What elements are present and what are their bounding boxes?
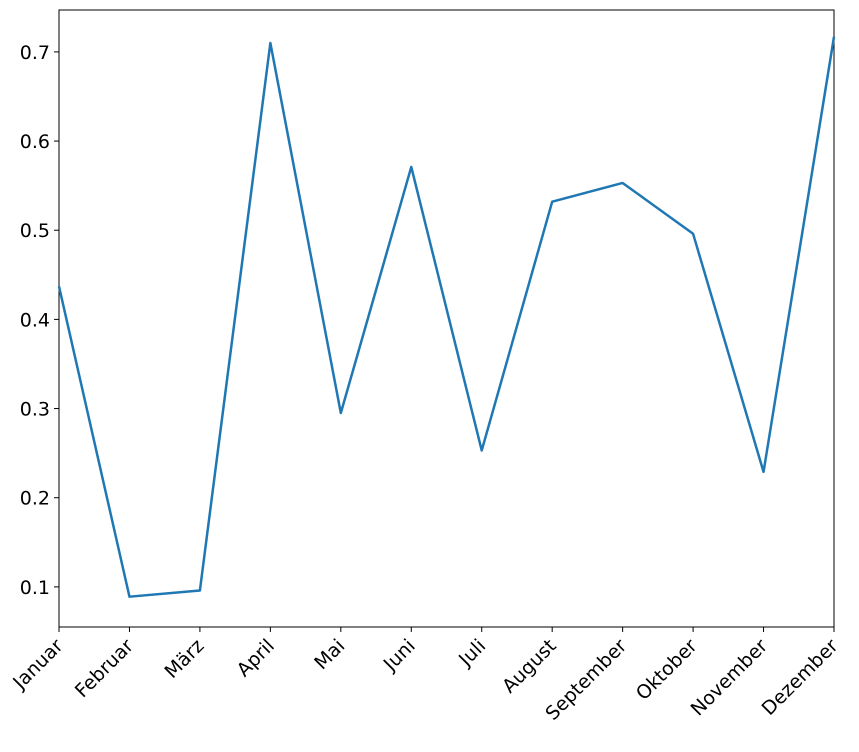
y-tick-label: 0.1 [20,577,50,599]
x-tick-label: August [498,635,561,698]
x-tick-label: März [160,635,208,683]
x-tick-label: Juli [454,635,490,671]
y-tick-label: 0.2 [20,488,50,510]
x-tick-label: Februar [71,635,138,702]
x-tick-label: November [687,635,773,721]
x-tick-label: Oktober [632,635,702,705]
x-tick-label: Mai [310,635,349,674]
y-tick-label: 0.3 [20,399,50,421]
x-tick-label: Juni [379,635,420,676]
line [57,36,836,598]
x-tick-label: Dezember [758,635,843,720]
x-tick-label: Januar [8,635,67,694]
y-tick-label: 0.5 [20,220,50,242]
plot-frame [58,9,835,628]
x-tick-label: April [233,635,279,681]
y-tick-label: 0.7 [20,42,50,64]
y-tick-label: 0.6 [20,131,50,153]
y-tick-label: 0.4 [20,309,50,331]
